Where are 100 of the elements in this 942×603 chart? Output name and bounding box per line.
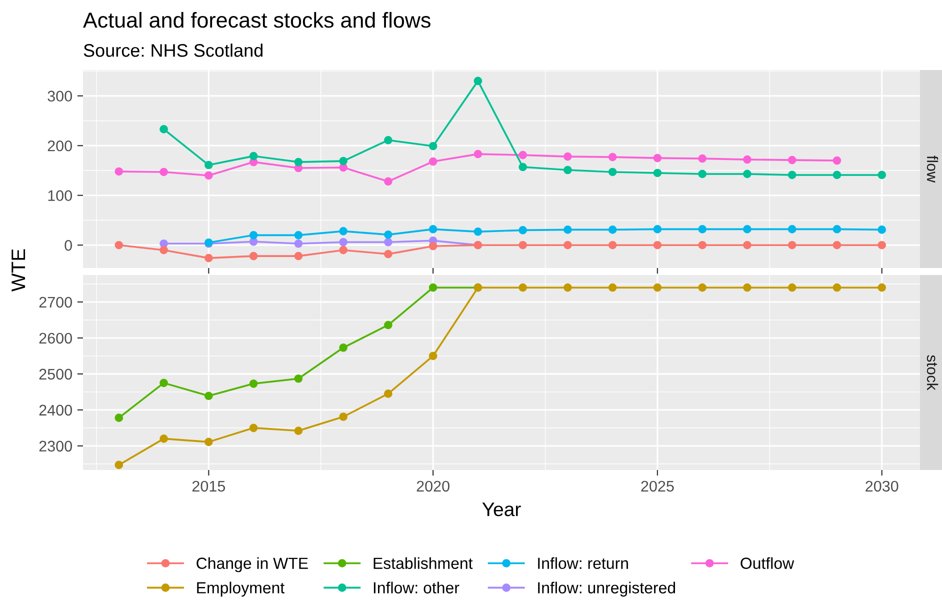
x-tick-label: 2015	[192, 480, 226, 492]
legend-label: Inflow: other	[374, 582, 460, 594]
point	[339, 344, 348, 352]
point	[608, 226, 617, 234]
y-tick-label: 2400	[39, 404, 72, 416]
legend-label: Change in WTE	[196, 557, 308, 572]
point	[564, 283, 572, 292]
point	[294, 252, 303, 260]
point	[339, 246, 348, 254]
point	[160, 239, 168, 248]
point	[564, 240, 572, 250]
legend-label: Inflow: return	[538, 557, 628, 569]
point	[294, 374, 303, 383]
point	[384, 320, 392, 330]
point	[608, 240, 617, 250]
point	[428, 157, 438, 166]
point	[339, 227, 348, 236]
point	[204, 254, 213, 262]
x-axis-title: Year	[482, 502, 521, 516]
legend-label: Establishment	[374, 557, 473, 569]
point	[878, 226, 886, 234]
point	[294, 158, 303, 166]
legend-label: Inflow: unregistered	[538, 582, 676, 597]
point	[878, 240, 886, 250]
y-tick-label: 2500	[39, 368, 72, 380]
point	[608, 168, 617, 176]
point	[832, 240, 842, 250]
point	[384, 238, 392, 246]
point	[428, 142, 438, 150]
point	[249, 252, 258, 260]
y-tick-label: 100	[48, 190, 72, 202]
point	[653, 225, 662, 234]
point	[249, 424, 258, 432]
point	[743, 225, 752, 234]
x-tick-label: 2030	[866, 480, 898, 492]
point	[788, 225, 796, 234]
y-tick-label: 2600	[39, 332, 72, 344]
point	[384, 177, 392, 186]
point	[518, 283, 527, 292]
point	[474, 76, 482, 86]
x-tick-label: 2020	[416, 480, 450, 492]
text: stock	[926, 355, 938, 390]
point	[249, 152, 258, 160]
point	[832, 156, 842, 165]
point	[878, 283, 886, 292]
point	[698, 225, 706, 234]
y-tick-label: 0	[64, 240, 72, 251]
legend-label: Employment	[197, 582, 284, 597]
point	[339, 238, 348, 246]
point	[428, 242, 438, 250]
x-tick-label: 2025	[641, 480, 674, 492]
point	[788, 240, 796, 250]
y-tick-label: 2700	[39, 296, 72, 308]
point	[518, 226, 527, 234]
point	[160, 246, 168, 254]
point	[204, 438, 213, 446]
point	[698, 283, 706, 292]
point	[384, 390, 392, 398]
point	[384, 136, 392, 144]
point	[294, 231, 303, 240]
point	[653, 240, 662, 250]
point	[698, 154, 706, 163]
point	[160, 434, 168, 443]
point	[114, 414, 124, 422]
point	[114, 167, 124, 176]
point	[878, 170, 886, 180]
point	[832, 225, 842, 234]
point	[564, 166, 572, 174]
point	[114, 240, 124, 250]
point	[249, 379, 258, 388]
point	[204, 392, 213, 400]
point	[474, 150, 482, 158]
point	[474, 228, 482, 236]
chart-subtitle: Source: NHS Scotland	[84, 44, 262, 57]
point	[608, 152, 617, 162]
point	[608, 283, 617, 292]
y-tick-label: 300	[48, 90, 72, 102]
point	[743, 283, 752, 292]
point	[249, 231, 258, 240]
y-tick-label: 2300	[39, 440, 72, 452]
point	[518, 240, 527, 250]
point	[653, 168, 662, 178]
point	[160, 125, 168, 134]
point	[384, 230, 392, 239]
point	[204, 171, 213, 180]
point	[204, 160, 213, 170]
point	[743, 155, 752, 164]
text: flow	[926, 156, 938, 183]
point	[743, 170, 752, 178]
point	[743, 240, 752, 250]
point	[294, 426, 303, 435]
point	[428, 283, 438, 292]
point	[294, 239, 303, 248]
point	[160, 168, 168, 176]
legend-label: Outflow	[740, 557, 794, 569]
point	[832, 283, 842, 292]
point	[564, 152, 572, 161]
point	[339, 412, 348, 421]
point	[788, 170, 796, 180]
point	[788, 283, 796, 292]
